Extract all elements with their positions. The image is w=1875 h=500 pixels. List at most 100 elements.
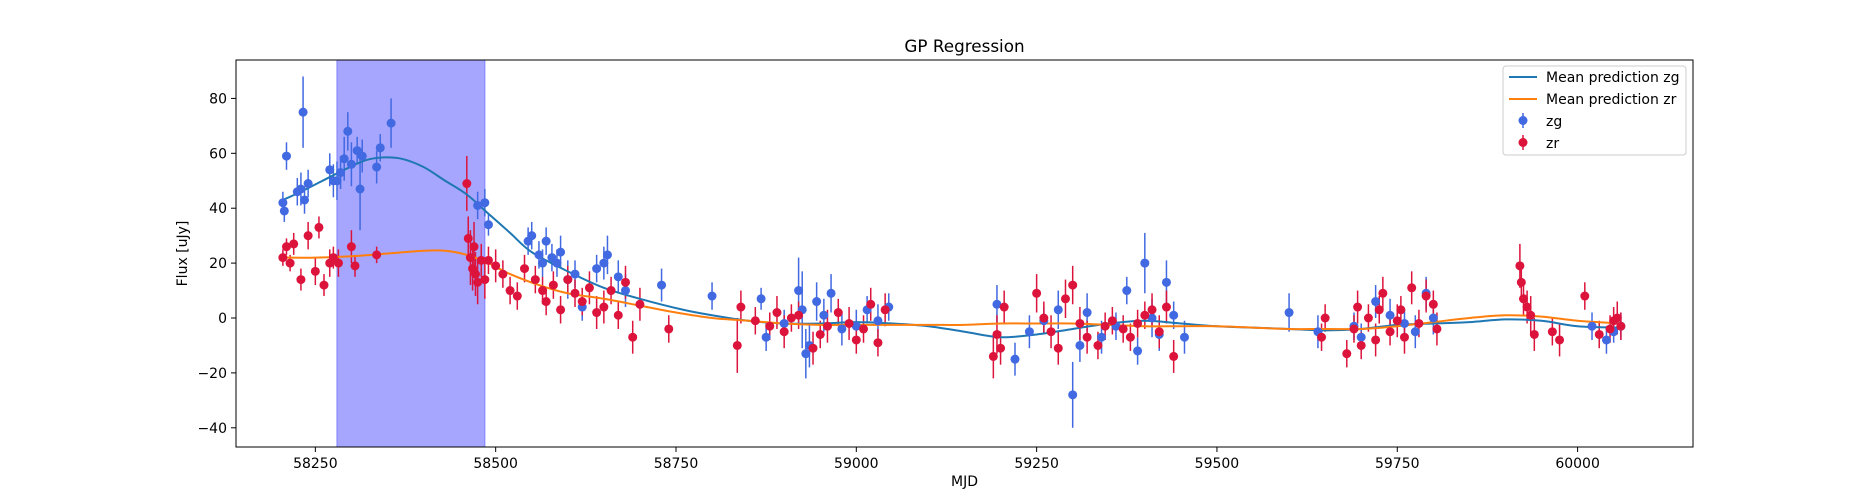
point-zr-112: [1529, 329, 1539, 339]
point-zr-50: [765, 321, 775, 331]
point-zr-54: [794, 310, 804, 320]
point-zg-20: [386, 118, 396, 128]
point-zg-25: [527, 231, 537, 241]
point-zr-94: [1363, 313, 1373, 323]
point-zr-15: [462, 179, 472, 189]
point-zg-4: [296, 184, 306, 194]
point-zr-111: [1526, 310, 1536, 320]
point-zr-106: [1432, 324, 1442, 334]
point-zr-21: [473, 277, 483, 287]
point-zr-51: [772, 308, 782, 318]
point-zr-49: [750, 316, 760, 326]
point-zg-52: [837, 324, 847, 334]
point-zr-33: [548, 280, 558, 290]
point-zr-66: [992, 329, 1002, 339]
point-zr-5: [303, 231, 313, 241]
point-zg-12: [339, 154, 349, 164]
point-zg-68: [1133, 346, 1143, 356]
point-zr-117: [1605, 324, 1615, 334]
y-tick-label-0: −40: [197, 421, 227, 437]
point-zr-26: [498, 269, 508, 279]
point-zg-80: [1385, 310, 1395, 320]
point-zr-45: [635, 299, 645, 309]
point-zg-33: [570, 269, 580, 279]
point-zg-47: [801, 349, 811, 359]
point-zg-63: [1075, 340, 1085, 350]
point-zg-17: [357, 151, 367, 161]
point-zr-107: [1515, 261, 1525, 271]
point-zg-14: [346, 159, 356, 169]
legend-swatch-zg-marker: [1518, 116, 1528, 125]
point-zg-38: [613, 272, 623, 282]
point-zr-84: [1147, 305, 1157, 315]
point-zg-5: [298, 107, 308, 117]
point-zr-48: [736, 302, 746, 312]
point-zr-83: [1140, 310, 1150, 320]
point-zg-31: [556, 247, 566, 257]
point-zg-75: [1284, 308, 1294, 318]
point-zr-1: [281, 242, 291, 252]
point-zr-64: [880, 305, 890, 315]
point-zr-30: [530, 275, 540, 285]
point-zr-110: [1522, 302, 1532, 312]
point-zr-119: [1612, 313, 1622, 323]
point-zr-69: [1032, 288, 1042, 298]
point-zg-69: [1140, 258, 1150, 268]
point-zg-55: [873, 316, 883, 326]
point-zr-101: [1399, 332, 1409, 342]
point-zr-95: [1371, 335, 1381, 345]
data-points-layer: [278, 107, 1626, 400]
point-zr-113: [1547, 327, 1557, 337]
point-zg-72: [1161, 277, 1171, 287]
point-zr-80: [1118, 324, 1128, 334]
point-zr-85: [1154, 327, 1164, 337]
point-zg-37: [602, 250, 612, 260]
point-zr-59: [844, 318, 854, 328]
point-zr-43: [620, 277, 630, 287]
point-zr-35: [563, 275, 573, 285]
point-zr-12: [346, 242, 356, 252]
point-zg-49: [812, 297, 822, 307]
x-tick-label-5: 59500: [1195, 456, 1240, 472]
point-zr-17: [465, 253, 475, 263]
point-zr-70: [1039, 313, 1049, 323]
point-zr-74: [1068, 280, 1078, 290]
point-zr-71: [1046, 327, 1056, 337]
point-zg-67: [1122, 286, 1132, 296]
point-zr-3: [289, 239, 299, 249]
point-zr-93: [1356, 340, 1366, 350]
point-zr-98: [1385, 327, 1395, 337]
point-zr-32: [541, 297, 551, 307]
point-zg-51: [826, 288, 836, 298]
point-zr-57: [822, 321, 832, 331]
point-zr-52: [779, 327, 789, 337]
legend-label-zg-line: Mean prediction zg: [1546, 70, 1680, 86]
point-zr-62: [866, 299, 876, 309]
point-zr-115: [1580, 291, 1590, 301]
point-zg-43: [761, 332, 771, 342]
point-zr-8: [319, 280, 329, 290]
point-zr-89: [1320, 313, 1330, 323]
y-tick-label-6: 80: [209, 91, 227, 107]
point-zr-68: [999, 302, 1009, 312]
y-tick-label-2: 0: [218, 311, 227, 327]
point-zr-56: [815, 329, 825, 339]
point-zg-16: [355, 184, 365, 194]
point-zg-58: [1010, 354, 1020, 364]
x-tick-label-7: 60000: [1555, 456, 1600, 472]
point-zr-76: [1082, 332, 1092, 342]
point-zg-18: [372, 162, 382, 172]
point-zg-81: [1399, 318, 1409, 328]
point-zr-86: [1161, 302, 1171, 312]
point-zr-99: [1392, 316, 1402, 326]
point-zg-35: [592, 264, 602, 274]
point-zg-85: [1587, 321, 1597, 331]
point-zg-0: [278, 198, 288, 208]
point-zr-91: [1349, 324, 1359, 334]
point-zr-114: [1555, 335, 1565, 345]
point-zg-1: [279, 206, 289, 216]
point-zg-62: [1068, 390, 1078, 400]
point-zr-14: [372, 250, 382, 260]
legend: Mean prediction zg Mean prediction zr zg…: [1502, 65, 1687, 156]
axes-frame: [235, 59, 1694, 448]
